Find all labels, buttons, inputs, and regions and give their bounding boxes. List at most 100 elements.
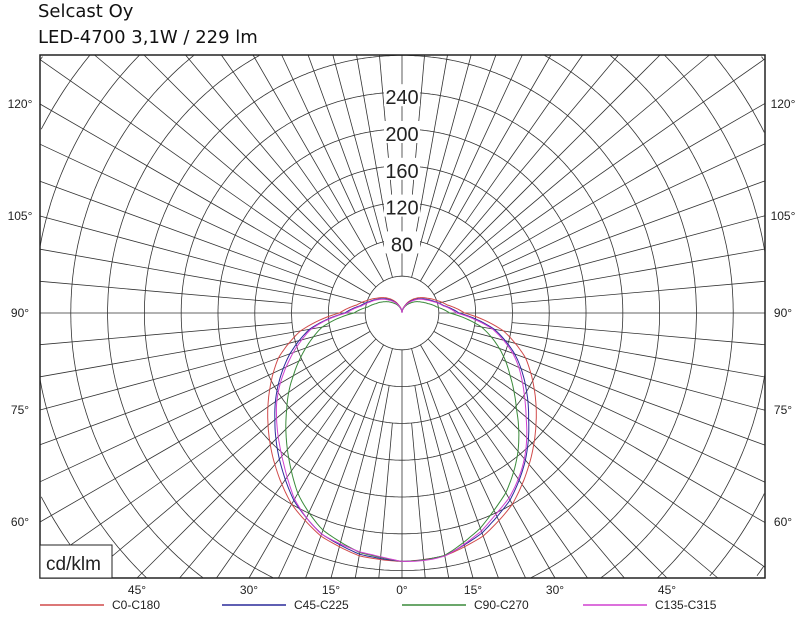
legend-label: C90-C270: [474, 598, 529, 612]
grid-spoke: [420, 344, 556, 579]
grid-spoke: [332, 54, 393, 278]
grid-spoke: [427, 338, 668, 579]
grid-spoke: [248, 344, 384, 579]
grid-spoke: [136, 338, 377, 579]
grid-spoke: [427, 54, 661, 288]
chart-subtitle: LED-4700 3,1W / 229 lm: [38, 27, 258, 48]
grid-spoke: [433, 103, 766, 295]
grid-spoke: [426, 54, 497, 244]
legend-label: C45-C225: [294, 598, 349, 612]
angle-tick-label-left: 90°: [11, 306, 29, 320]
grid-spoke: [420, 54, 552, 282]
unit-box: [39, 544, 113, 579]
angle-tick-label: 0°: [396, 583, 408, 597]
radial-tick-label: 120: [385, 198, 418, 220]
grid-spoke: [448, 412, 526, 579]
grid-ring: [39, 54, 766, 578]
grid: [39, 54, 766, 579]
angle-tick-label-right: 90°: [774, 306, 792, 320]
grid-spoke: [474, 325, 766, 378]
grid-spoke: [354, 385, 390, 579]
grid-spoke: [411, 348, 474, 579]
grid-spoke: [464, 54, 583, 223]
angle-tick-label-right: 120°: [771, 97, 796, 111]
grid-spoke: [252, 54, 384, 282]
radial-tick-label: 80: [391, 234, 413, 256]
grid-spoke: [411, 54, 472, 278]
plot-frame: [39, 54, 766, 579]
grid-spoke: [437, 215, 766, 304]
legend-label: C135-C315: [655, 598, 717, 612]
grid-spoke: [39, 375, 312, 567]
grid-spoke: [39, 59, 312, 251]
angle-tick-label-left: 75°: [11, 403, 29, 417]
grid-ring: [70, 55, 734, 578]
grid-spoke: [185, 54, 355, 257]
grid-spoke: [458, 54, 710, 266]
grid-spoke: [511, 322, 766, 346]
grid-spoke: [39, 103, 371, 295]
grid-spoke: [433, 331, 766, 523]
grid-spoke: [143, 54, 377, 288]
grid-spoke: [471, 180, 766, 289]
angle-tick-label: 30°: [546, 583, 564, 597]
angle-tick-label: 15°: [464, 583, 482, 597]
grid-spoke: [474, 248, 766, 301]
grid-spoke: [85, 360, 346, 579]
grid-spoke: [492, 58, 766, 251]
grid-spoke: [356, 54, 390, 241]
angle-tick-label: 45°: [658, 583, 676, 597]
angle-tick-label-right: 105°: [771, 209, 796, 223]
grid-spoke: [426, 382, 499, 579]
angle-tick-label-left: 60°: [11, 515, 29, 529]
grid-spoke: [449, 54, 619, 257]
grid-spoke: [414, 385, 450, 579]
grid-ring: [107, 55, 697, 578]
angle-tick-label-right: 75°: [774, 403, 792, 417]
grid-spoke: [94, 54, 346, 266]
grid-spoke: [471, 337, 766, 446]
radial-label-bg: [384, 121, 420, 143]
grid-spoke: [305, 382, 378, 579]
grid-spoke: [437, 322, 766, 411]
grid-spoke: [501, 143, 766, 267]
grid-spoke: [307, 54, 378, 244]
grid-spoke: [411, 422, 426, 579]
grid-spoke: [39, 215, 367, 304]
grid-spoke: [511, 280, 766, 304]
radial-tick-label: 160: [385, 161, 418, 183]
grid-spoke: [216, 403, 340, 579]
grid-spoke: [179, 369, 355, 579]
grid-spoke: [330, 348, 393, 579]
legend-label: C0-C180: [112, 598, 160, 612]
chart-title: Selcast Oy: [38, 1, 134, 22]
grid-spoke: [449, 369, 625, 579]
angle-tick-label-left: 105°: [8, 209, 33, 223]
grid-ring: [40, 55, 765, 577]
series-curve-c135-c315: [275, 298, 528, 562]
grid-spoke: [39, 322, 293, 346]
angle-tick-label-right: 60°: [774, 515, 792, 529]
grid-spoke: [221, 54, 340, 223]
grid-spoke: [39, 337, 333, 446]
grid-ring: [39, 56, 765, 576]
grid-spoke: [448, 54, 523, 214]
grid-spoke: [492, 375, 766, 568]
radial-label-bg: [384, 84, 420, 107]
grid-spoke: [39, 248, 330, 301]
radial-label-bg: [384, 194, 420, 217]
grid-spoke: [39, 331, 371, 523]
grid-spoke: [378, 422, 393, 579]
grid-spoke: [39, 280, 293, 304]
angle-tick-label: 30°: [240, 583, 258, 597]
grid-spoke: [39, 325, 330, 378]
radial-tick-label: 200: [385, 124, 418, 146]
radial-label-bg: [384, 231, 420, 254]
angle-tick-label: 15°: [322, 583, 340, 597]
grid-spoke: [39, 359, 303, 483]
grid-spoke: [39, 180, 333, 289]
tick-labels: 80 120 160 200 240 45° 30° 15° 0° 15° 30° 45° 120° 12…: [8, 84, 796, 597]
grid-spoke: [278, 412, 356, 579]
